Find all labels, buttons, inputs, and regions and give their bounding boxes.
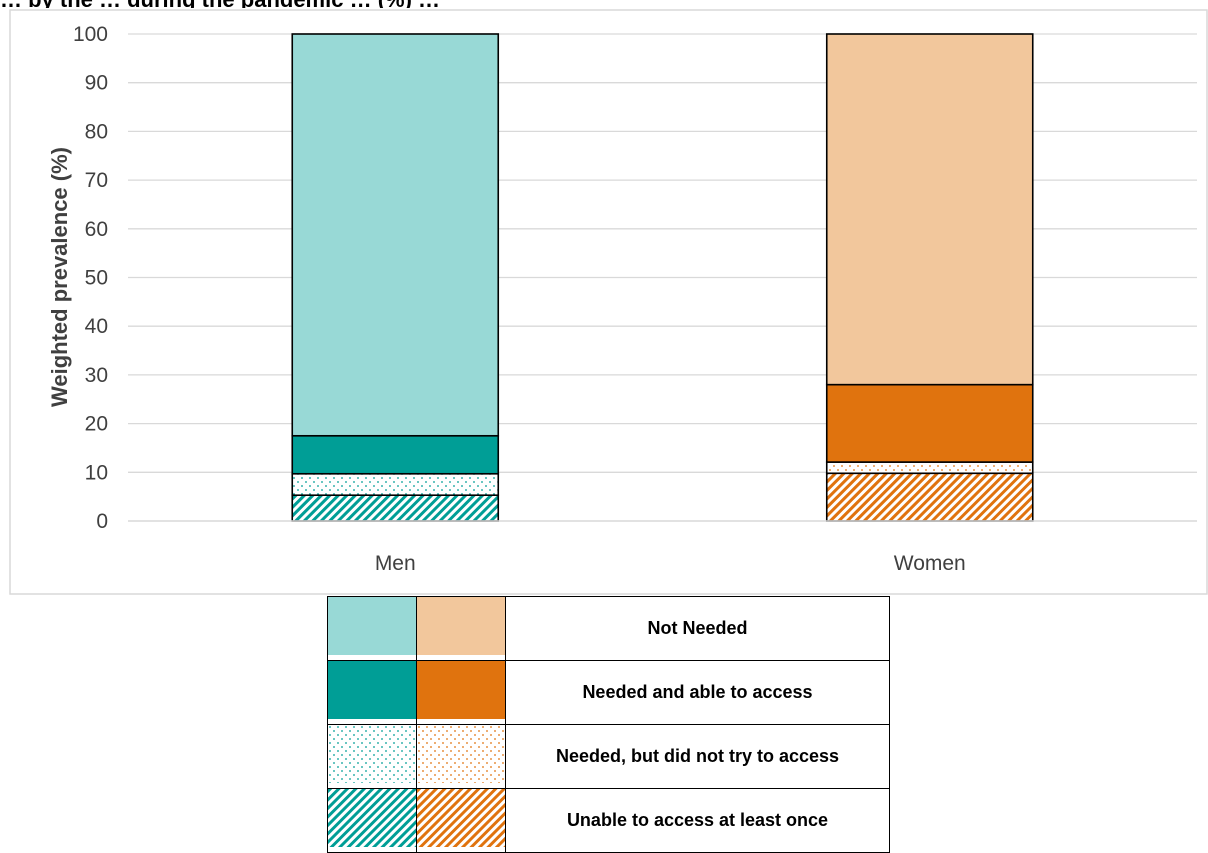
legend-swatch-men-unable — [327, 788, 417, 853]
legend-swatch-women-unable — [416, 788, 506, 853]
chart: 0 10 20 30 40 50 60 70 80 90 100 Men Women Weighted … — [9, 9, 1208, 595]
legend-swatch-men-needed-able — [327, 660, 417, 725]
legend-label-did-not-try: Needed, but did not try to access — [505, 724, 890, 789]
y-tick-label: 40 — [85, 315, 108, 338]
legend: Not Needed Needed and able to access Nee… — [327, 596, 890, 853]
y-tick-label: 50 — [85, 267, 108, 290]
y-tick-label: 90 — [85, 72, 108, 95]
legend-row: Needed, but did not try to access — [327, 724, 890, 789]
gridlines — [128, 33, 1197, 473]
y-axis-label: Weighted prevalence (%) — [47, 147, 72, 407]
legend-swatch-men-did-not-try — [327, 724, 417, 789]
y-tick-label: 100 — [73, 23, 108, 46]
legend-swatch-women-did-not-try — [416, 724, 506, 789]
bar-segment-men-unable-to-access — [291, 494, 500, 522]
axes: 0 10 20 30 40 50 60 70 80 90 100 Men Women — [73, 23, 1197, 575]
legend-row: Not Needed — [327, 596, 890, 661]
bar-segment-men-needed-and-able — [291, 434, 500, 475]
bars — [291, 33, 1034, 522]
legend-label-not-needed: Not Needed — [505, 596, 890, 661]
y-tick-label: 20 — [85, 413, 108, 436]
y-tick-label: 30 — [85, 364, 108, 387]
legend-swatch-women-not-needed — [416, 596, 506, 661]
x-tick-label: Women — [894, 552, 966, 575]
y-tick-label: 70 — [85, 169, 108, 192]
y-tick-label: 10 — [85, 461, 108, 484]
chart-border — [9, 9, 1208, 595]
y-tick-label: 60 — [85, 218, 108, 241]
chart-title-strip: … by the … during the pandemic … (%) … — [0, 0, 1208, 8]
bar-segment-women-needed-and-able — [825, 383, 1034, 463]
y-tick-label: 80 — [85, 120, 108, 143]
bar-segment-women-needed-did-not-try — [825, 461, 1034, 475]
legend-row: Unable to access at least once — [327, 788, 890, 853]
legend-label-unable: Unable to access at least once — [505, 788, 890, 853]
x-tick-label: Men — [375, 552, 416, 575]
y-tick-label: 0 — [96, 510, 108, 533]
bar-segment-women-unable-to-access — [825, 472, 1034, 522]
legend-swatch-women-needed-able — [416, 660, 506, 725]
bar-segment-men-needed-did-not-try — [291, 472, 500, 496]
chart-title: … by the … during the pandemic … (%) … — [0, 0, 440, 8]
legend-label-needed-able: Needed and able to access — [505, 660, 890, 725]
legend-swatch-men-not-needed — [327, 596, 417, 661]
legend-row: Needed and able to access — [327, 660, 890, 725]
bar-segment-women-not-needed — [825, 33, 1034, 386]
bar-segment-men-not-needed — [291, 33, 500, 437]
